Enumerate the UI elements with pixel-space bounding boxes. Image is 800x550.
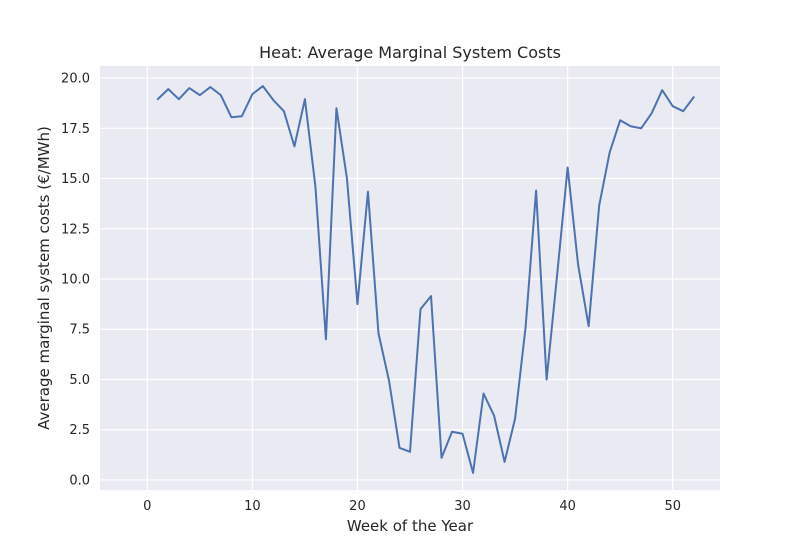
y-tick-label: 0.0 <box>69 473 90 488</box>
series-layer <box>156 85 695 474</box>
y-tick-label: 12.5 <box>61 222 90 237</box>
x-axis-label: Week of the Year <box>347 517 474 535</box>
x-tick-label: 10 <box>244 499 261 514</box>
chart-title: Heat: Average Marginal System Costs <box>259 43 561 62</box>
y-tick-label: 20.0 <box>61 72 90 87</box>
y-tick-label: 2.5 <box>69 423 90 438</box>
plot-area-background <box>100 66 720 490</box>
x-tick-label: 50 <box>664 499 681 514</box>
y-tick-labels: 0.0 2.5 5.0 7.5 10.0 12.5 15.0 17.5 20.0 <box>61 72 90 489</box>
y-tick-label: 17.5 <box>61 122 90 137</box>
x-tick-labels: 0 10 20 30 40 50 <box>143 499 681 514</box>
series-line <box>156 85 695 474</box>
y-tick-label: 5.0 <box>69 373 90 388</box>
x-tick-label: 40 <box>559 499 576 514</box>
y-axis-label: Average marginal system costs (€/MWh) <box>35 126 53 430</box>
y-tick-label: 10.0 <box>61 273 90 288</box>
x-tick-label: 20 <box>349 499 366 514</box>
y-tick-label: 7.5 <box>69 323 90 338</box>
x-tick-label: 30 <box>454 499 471 514</box>
x-tick-label: 0 <box>143 499 151 514</box>
y-tick-label: 15.0 <box>61 172 90 187</box>
